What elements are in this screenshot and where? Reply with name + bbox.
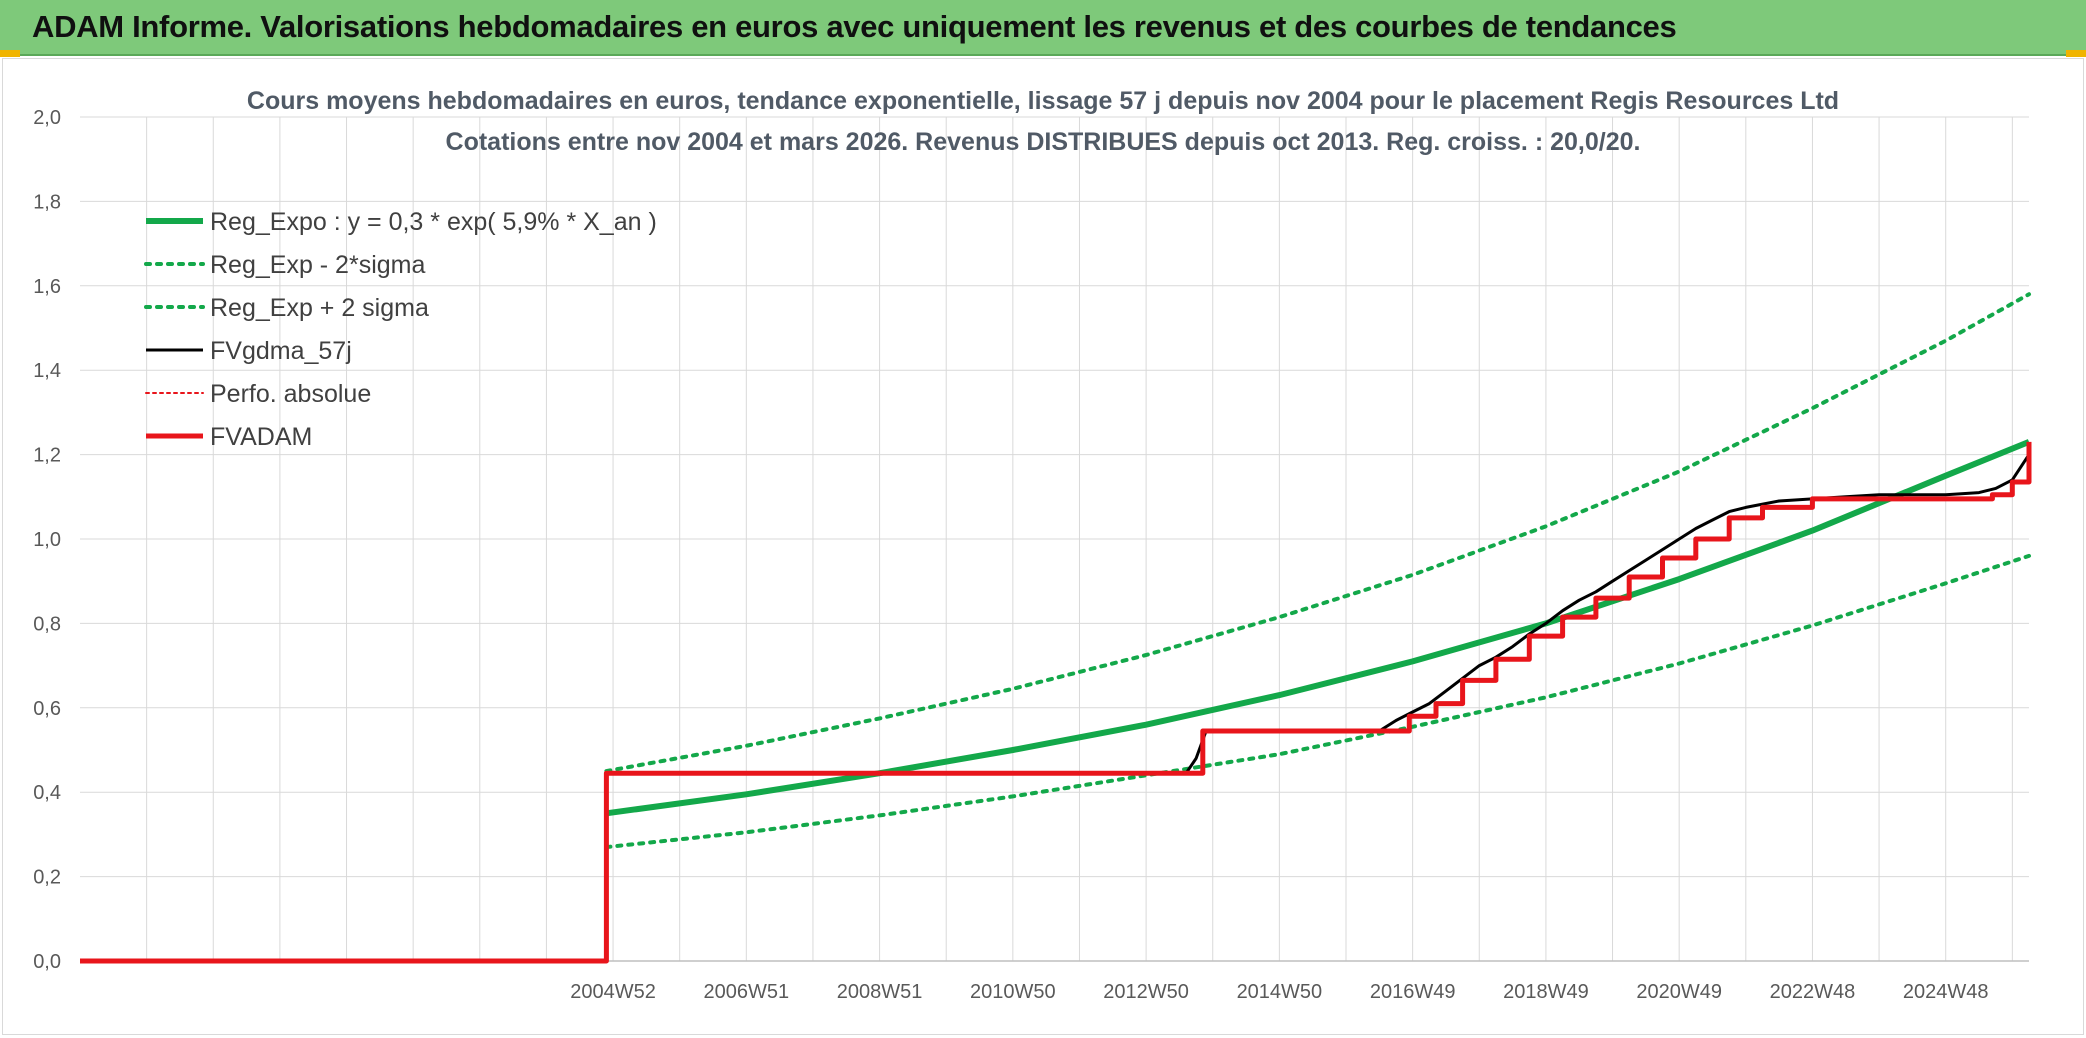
corner-accent-right [2066, 50, 2086, 57]
x-tick-label: 2010W50 [970, 981, 1056, 1003]
y-tick-label: 1,8 [33, 191, 61, 213]
x-tick-label: 2020W49 [1636, 981, 1722, 1003]
x-tick-label: 2024W48 [1903, 981, 1989, 1003]
banner-title: ADAM Informe. Valorisations hebdomadaire… [32, 9, 1677, 44]
x-tick-label: 2012W50 [1103, 981, 1189, 1003]
legend-label-4: Perfo. absolue [210, 380, 371, 408]
legend-label-3: FVgdma_57j [210, 337, 352, 365]
legend-label-0: Reg_Expo : y = 0,3 * exp( 5,9% * X_an ) [210, 208, 657, 236]
banner: ADAM Informe. Valorisations hebdomadaire… [0, 0, 2086, 56]
x-tick-label: 2014W50 [1237, 981, 1323, 1003]
chart-frame: 0,0 0,2 0,4 0,6 0,8 1,0 1,2 1,4 1,6 1,8 2,0 2004W52… [2, 58, 2084, 1035]
series-line-5 [80, 441, 2032, 964]
y-tick-label: 1,0 [33, 529, 61, 551]
y-tick-label: 1,6 [33, 276, 61, 298]
y-tick-label: 0,2 [33, 867, 61, 889]
series-line-0 [605, 439, 2031, 817]
legend-label-1: Reg_Exp - 2*sigma [210, 251, 425, 279]
legend-label-5: FVADAM [210, 423, 312, 451]
x-tick-label: 2004W52 [570, 981, 656, 1003]
series-line-3 [80, 453, 2031, 963]
corner-accent-left [0, 50, 20, 57]
x-tick-label: 2022W48 [1770, 981, 1856, 1003]
y-tick-label: 2,0 [33, 107, 61, 129]
series-line-2 [604, 292, 2031, 774]
legend: Reg_Expo : y = 0,3 * exp( 5,9% * X_an ) R… [144, 208, 657, 451]
x-tick-label: 2006W51 [704, 981, 790, 1003]
x-tick-label: 2016W49 [1370, 981, 1456, 1003]
y-tick-label: 0,6 [33, 698, 61, 720]
series-group [80, 292, 2032, 964]
grid [80, 116, 2029, 961]
y-tick-label: 1,4 [33, 360, 61, 382]
y-tick-label: 1,2 [33, 445, 61, 467]
legend-label-2: Reg_Exp + 2 sigma [210, 294, 429, 322]
x-tick-label: 2018W49 [1503, 981, 1589, 1003]
chart-title: Cours moyens hebdomadaires en euros, ten… [247, 87, 1839, 115]
y-tick-label: 0,0 [33, 951, 61, 973]
y-tick-label: 0,4 [33, 782, 61, 804]
y-tick-label: 0,8 [33, 613, 61, 635]
x-tick-label: 2008W51 [837, 981, 923, 1003]
chart: 0,0 0,2 0,4 0,6 0,8 1,0 1,2 1,4 1,6 1,8 2,0 2004W52… [33, 87, 2032, 1003]
tick-labels: 0,0 0,2 0,4 0,6 0,8 1,0 1,2 1,4 1,6 1,8 2,0 2004W52… [33, 107, 1988, 1003]
chart-subtitle: Cotations entre nov 2004 et mars 2026. R… [446, 128, 1641, 156]
series-line-1 [604, 553, 2031, 850]
